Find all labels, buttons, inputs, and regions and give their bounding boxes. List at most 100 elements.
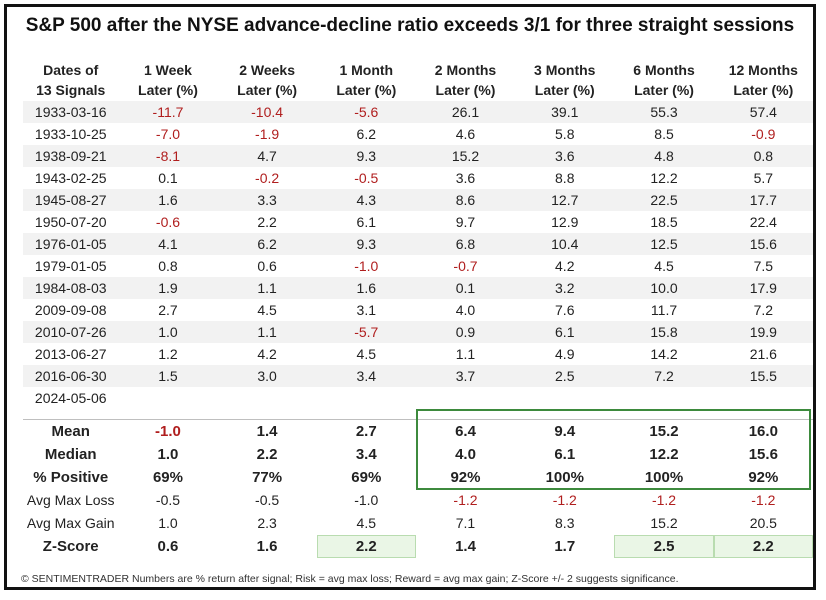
table-row: 1976-01-05 4.1 6.2 9.3 6.8 10.4 12.5 15.6 xyxy=(23,233,813,255)
return-cell: 1.1 xyxy=(217,277,317,299)
stat-value: 9.4 xyxy=(554,423,576,440)
return-cell: 17.9 xyxy=(713,277,813,299)
return-cell: 4.0 xyxy=(455,302,476,318)
stat-row: Z-Score 0.6 1.6 2.2 1.4 1.7 2.5 2.2 xyxy=(23,535,813,558)
table-row: 2024-05-06 xyxy=(23,387,813,409)
stat-label: Mean xyxy=(51,423,90,440)
stat-value: -1.2 xyxy=(651,492,677,508)
return-cell xyxy=(118,387,217,409)
return-cell: 57.4 xyxy=(713,101,813,123)
return-cell: 6.8 xyxy=(415,233,516,255)
stat-value: 15.2 xyxy=(650,515,678,531)
return-cell: 18.5 xyxy=(650,214,678,230)
stat-value: 92% xyxy=(450,469,481,486)
return-cell: 3.2 xyxy=(515,277,615,299)
signal-date-cell: 2013-06-27 xyxy=(34,346,107,362)
return-cell: 4.9 xyxy=(555,346,575,362)
return-cell: 9.3 xyxy=(316,233,416,255)
stat-label: Avg Max Loss xyxy=(26,492,115,508)
stat-value: -1.0 xyxy=(155,423,181,440)
header-row: Dates of 13 Signals 1 Week Later (%) 2 Wee… xyxy=(23,59,813,101)
return-cell: 12.7 xyxy=(515,189,615,211)
table-row: 2010-07-26 1.0 1.1 -5.7 0.9 6.1 15.8 19.9 xyxy=(23,321,813,343)
stat-value: 20.5 xyxy=(749,515,777,531)
return-cell: 4.2 xyxy=(555,258,575,274)
stat-value: -1.2 xyxy=(751,492,776,508)
stat-value: 2.2 xyxy=(256,446,278,463)
signal-rows: 1933-03-16 -11.7 -10.4 -5.6 26.1 39.1 55.3 57.4… xyxy=(23,101,813,409)
return-cell: 1.5 xyxy=(118,365,218,387)
signal-date-cell: 1933-03-16 xyxy=(23,101,119,123)
table-row: 2013-06-27 1.2 4.2 4.5 1.1 4.9 14.2 21.6 xyxy=(23,343,813,365)
stat-label: Avg Max Gain xyxy=(26,515,115,531)
return-cell: 4.5 xyxy=(257,302,277,318)
return-cell: -1.0 xyxy=(354,258,379,274)
signals-table: Dates of 13 Signals 1 Week Later (%) 2 Wee… xyxy=(23,59,813,558)
stat-row: % Positive 69% 77% 69% 92% 100% 100% 92% xyxy=(23,466,813,489)
return-cell: 7.2 xyxy=(614,365,714,387)
stat-value: 16.0 xyxy=(748,423,778,440)
signal-date-cell: 1979-01-05 xyxy=(34,258,107,274)
stat-value: 1.0 xyxy=(158,515,178,531)
stat-value: 77% xyxy=(252,469,283,486)
return-cell: 2.2 xyxy=(257,214,277,230)
signal-date-cell: 2024-05-06 xyxy=(34,390,107,406)
return-cell: 2.7 xyxy=(158,302,178,318)
return-cell: 4.5 xyxy=(654,258,674,274)
return-cell: 9.3 xyxy=(316,145,416,167)
return-cell: 6.1 xyxy=(515,321,615,343)
return-cell: 4.6 xyxy=(455,126,476,142)
return-cell: 4.8 xyxy=(614,145,714,167)
return-cell: 12.9 xyxy=(551,214,579,230)
stat-value: 1.7 xyxy=(554,538,576,555)
stat-value: 8.3 xyxy=(555,515,575,531)
separator-row xyxy=(23,409,813,420)
stat-value: 3.4 xyxy=(355,446,377,463)
return-cell: 0.1 xyxy=(158,170,178,186)
stat-value: 1.6 xyxy=(256,538,278,555)
return-cell: 3.3 xyxy=(217,189,317,211)
return-cell: 1.6 xyxy=(118,189,218,211)
table-row: 1943-02-25 0.1 -0.2 -0.5 3.6 8.8 12.2 5.7 xyxy=(23,167,813,189)
stat-value: 92% xyxy=(748,469,779,486)
return-cell xyxy=(614,387,713,409)
return-cell: 4.1 xyxy=(118,233,218,255)
return-cell: 4.3 xyxy=(316,189,416,211)
return-cell: -10.4 xyxy=(217,101,317,123)
signal-date-cell: 1976-01-05 xyxy=(23,233,119,255)
return-cell: 21.6 xyxy=(749,346,777,362)
stat-value: 0.6 xyxy=(157,538,179,555)
return-cell xyxy=(317,387,416,409)
return-cell: 0.6 xyxy=(257,258,277,274)
signal-date-cell: 1945-08-27 xyxy=(23,189,119,211)
header-12-months: 12 Months Later (%) xyxy=(728,62,798,98)
table-row: 2016-06-30 1.5 3.0 3.4 3.7 2.5 7.2 15.5 xyxy=(23,365,813,387)
return-cell: 55.3 xyxy=(614,101,714,123)
header-3-months: 3 Months Later (%) xyxy=(534,62,596,98)
stat-value: 2.5 xyxy=(614,535,714,558)
signal-date-cell: 1943-02-25 xyxy=(34,170,107,186)
stat-value: 1.0 xyxy=(157,446,179,463)
return-cell: 7.5 xyxy=(753,258,774,274)
summary-rows: Mean -1.0 1.4 2.7 6.4 9.4 15.2 16.0 Median 1.0 2.2… xyxy=(23,420,813,558)
stat-value: 7.1 xyxy=(455,515,476,531)
stat-value: -0.5 xyxy=(155,492,181,508)
return-cell: -7.0 xyxy=(155,126,181,142)
stat-value: 100% xyxy=(644,469,684,486)
table-row: 1933-03-16 -11.7 -10.4 -5.6 26.1 39.1 55.3 57.4 xyxy=(23,101,813,123)
return-cell: -8.1 xyxy=(118,145,218,167)
return-cell: -1.9 xyxy=(255,126,280,142)
stat-value: 4.0 xyxy=(455,446,476,463)
return-cell: 12.5 xyxy=(614,233,714,255)
stat-value: 2.7 xyxy=(355,423,377,440)
signal-date-cell: 1984-08-03 xyxy=(23,277,119,299)
table-row: 1979-01-05 0.8 0.6 -1.0 -0.7 4.2 4.5 7.5 xyxy=(23,255,813,277)
return-cell xyxy=(714,387,813,409)
return-cell: 11.7 xyxy=(650,302,678,318)
return-cell: 2.5 xyxy=(515,365,615,387)
return-cell: 15.6 xyxy=(713,233,813,255)
stat-row: Median 1.0 2.2 3.4 4.0 6.1 12.2 15.6 xyxy=(23,443,813,466)
stat-value: -0.5 xyxy=(255,492,280,508)
return-cell: 8.6 xyxy=(415,189,516,211)
return-cell: -0.7 xyxy=(453,258,478,274)
